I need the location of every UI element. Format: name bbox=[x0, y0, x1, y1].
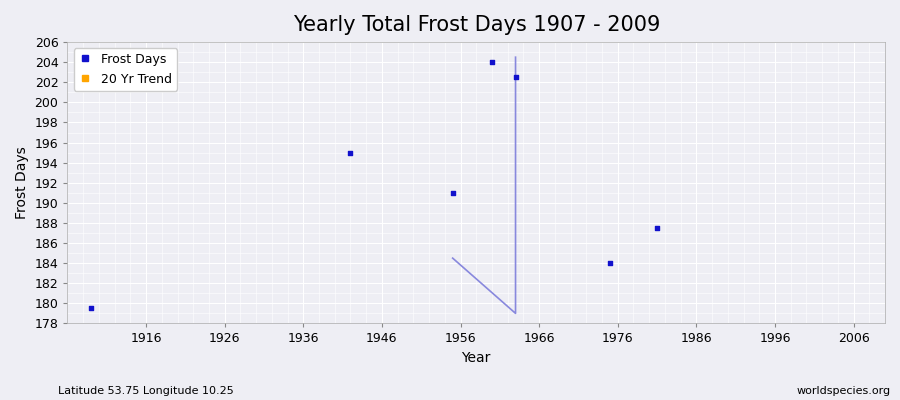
X-axis label: Year: Year bbox=[462, 351, 490, 365]
Point bbox=[343, 150, 357, 156]
Text: Latitude 53.75 Longitude 10.25: Latitude 53.75 Longitude 10.25 bbox=[58, 386, 234, 396]
Point bbox=[650, 225, 664, 231]
Text: worldspecies.org: worldspecies.org bbox=[796, 386, 891, 396]
Point bbox=[446, 190, 460, 196]
Y-axis label: Frost Days: Frost Days bbox=[15, 146, 29, 219]
Legend: Frost Days, 20 Yr Trend: Frost Days, 20 Yr Trend bbox=[74, 48, 177, 91]
Point bbox=[508, 74, 523, 80]
Point bbox=[485, 59, 500, 66]
Title: Yearly Total Frost Days 1907 - 2009: Yearly Total Frost Days 1907 - 2009 bbox=[292, 15, 660, 35]
Point bbox=[84, 305, 98, 312]
Point bbox=[603, 260, 617, 266]
